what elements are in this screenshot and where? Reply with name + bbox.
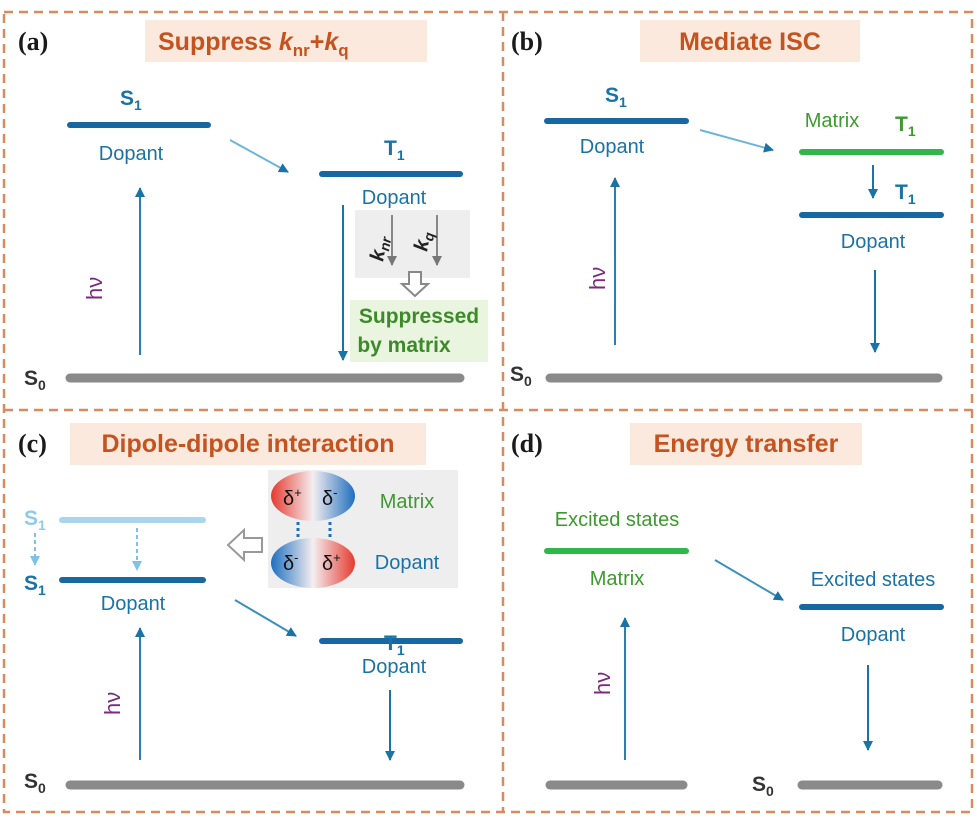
caption: Dopant (580, 136, 645, 158)
state-label: Excited states (555, 509, 680, 531)
subscript: 1 (619, 94, 627, 110)
caption: Matrix (380, 491, 434, 513)
title-part: nr (293, 41, 310, 60)
delta: δ (283, 488, 294, 510)
state-label: S1 (24, 507, 46, 533)
caption: Matrix (805, 110, 859, 132)
delta: δ (322, 488, 333, 510)
symbol: S (510, 363, 524, 386)
panel-label: (b) (511, 27, 543, 56)
symbol: T (895, 181, 908, 204)
subscript: 0 (38, 377, 46, 393)
panel-label: (c) (18, 429, 47, 458)
caption: Dopant (841, 231, 906, 253)
subscript: 0 (766, 783, 774, 799)
subscript: 1 (397, 147, 405, 163)
ground-label: S0 (510, 363, 532, 389)
photon-label: hν (100, 692, 125, 715)
state-label: Excited states (811, 569, 936, 591)
note: Suppressed (359, 305, 479, 328)
title-part: k (324, 28, 339, 56)
title-part: Suppress (158, 28, 279, 56)
panel-title: Energy transfer (654, 430, 839, 458)
ground-label: S0 (24, 367, 46, 393)
subscript: 1 (38, 517, 46, 533)
subscript: 1 (908, 123, 916, 139)
ground-label: S0 (752, 773, 774, 799)
arrow (230, 140, 288, 172)
title-part: q (338, 41, 348, 60)
state-label: T1 (384, 137, 405, 163)
symbol: S (752, 773, 766, 796)
symbol: S (24, 572, 38, 595)
sign: - (294, 550, 298, 565)
panel-title: Suppress knr+kq (158, 28, 349, 60)
subscript: 0 (524, 373, 532, 389)
subscript: 0 (38, 780, 46, 796)
title-part: k (279, 28, 294, 56)
caption: Matrix (590, 568, 644, 590)
caption: Dopant (101, 593, 166, 615)
photon-label: hν (585, 267, 610, 290)
state-label: T1 (895, 113, 916, 139)
state-label: S1 (24, 572, 46, 598)
subscript: 1 (134, 97, 142, 113)
figure: (a) Suppress knr+kq S1 Dopant T1 Dopant … (0, 0, 977, 818)
sign: + (333, 550, 341, 565)
subscript: 1 (908, 191, 916, 207)
panel-title: Mediate ISC (679, 28, 821, 56)
symbol: S (24, 770, 38, 793)
caption: Dopant (362, 656, 427, 678)
delta: δ (322, 553, 333, 575)
state-label: T1 (895, 181, 916, 207)
symbol: T (384, 632, 397, 655)
delta: δ (283, 553, 294, 575)
panel-label: (d) (511, 429, 543, 458)
note: by matrix (357, 334, 451, 357)
subscript: 1 (38, 582, 46, 598)
symbol: S (24, 507, 38, 530)
title-part: + (310, 28, 325, 56)
panel-title: Dipole-dipole interaction (101, 430, 394, 458)
symbol: T (384, 137, 397, 160)
hollow-arrow (228, 530, 262, 560)
photon-label: hν (590, 672, 615, 695)
symbol: S (120, 87, 134, 110)
sign: + (294, 485, 302, 500)
caption: Dopant (362, 187, 427, 209)
state-label: S1 (120, 87, 142, 113)
caption: Dopant (99, 143, 164, 165)
caption: Dopant (375, 552, 440, 574)
photon-label: hν (82, 277, 107, 300)
arrow (235, 600, 296, 636)
symbol: S (605, 84, 619, 107)
symbol: T (895, 113, 908, 136)
panel-label: (a) (18, 27, 48, 56)
arrow (715, 560, 783, 600)
symbol: S (24, 367, 38, 390)
ground-label: S0 (24, 770, 46, 796)
arrow (700, 130, 773, 150)
sign: - (333, 485, 337, 500)
state-label: S1 (605, 84, 627, 110)
caption: Dopant (841, 624, 906, 646)
